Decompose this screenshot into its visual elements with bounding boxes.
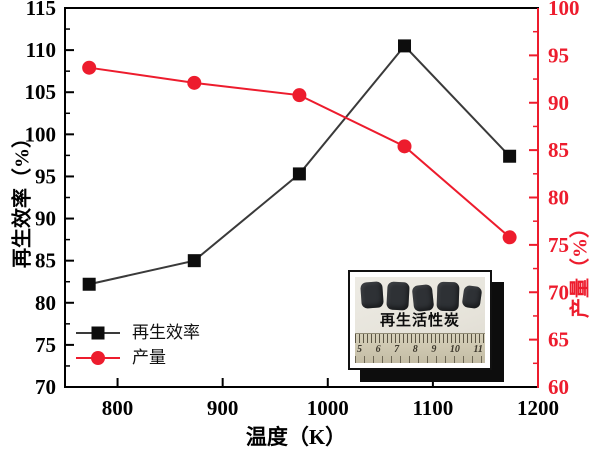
ruler-half-ticks (355, 356, 485, 363)
left-tick-label: 75 (35, 333, 56, 357)
right-tick-label: 100 (548, 0, 580, 20)
yield-point (187, 75, 202, 90)
legend-label: 产量 (132, 348, 166, 367)
legend: 再生效率 产量 (76, 320, 200, 370)
left-tick-label: 105 (25, 80, 57, 104)
right-tick-label: 70 (548, 280, 569, 304)
ruler-numbers: 5 6 7 8 9 10 11 (357, 343, 483, 355)
x-axis-title: 温度（K） (245, 425, 347, 449)
efficiency-point (292, 167, 306, 181)
inset-photo: 再生活性炭 5 6 7 8 9 10 11 (348, 270, 492, 370)
x-tick-label: 800 (102, 396, 134, 420)
right-tick-label: 95 (548, 43, 569, 67)
yield-point (502, 230, 517, 245)
ruler-number: 8 (412, 343, 418, 355)
legend-line-sample (76, 326, 120, 339)
efficiency-point (82, 277, 96, 291)
ruler-number: 5 (357, 343, 362, 355)
left-axis-title: 再生效率（%） (11, 128, 34, 268)
left-tick-label: 85 (35, 249, 56, 273)
right-tick-label: 85 (548, 138, 569, 162)
x-tick-label: 1000 (307, 396, 349, 420)
efficiency-point (503, 149, 517, 163)
carbon-pieces (360, 281, 483, 312)
left-tick-label: 95 (35, 164, 56, 188)
yield-point (397, 139, 412, 154)
left-tick-label: 100 (25, 122, 57, 146)
activated-carbon-photo: 再生活性炭 5 6 7 8 9 10 11 (355, 277, 485, 363)
right-tick-label: 60 (548, 375, 569, 399)
ruler: 5 6 7 8 9 10 11 (355, 333, 485, 363)
carbon-piece (436, 281, 460, 312)
ruler-ticks (355, 334, 485, 343)
ruler-number: 7 (394, 343, 400, 355)
left-tick-label: 70 (35, 375, 56, 399)
ruler-number: 9 (431, 343, 437, 355)
right-tick-label: 80 (548, 186, 569, 210)
right-tick-label: 65 (548, 328, 569, 352)
x-tick-label: 900 (207, 396, 239, 420)
legend-item-yield: 产量 (76, 345, 200, 370)
right-tick-label: 90 (548, 91, 569, 115)
left-tick-label: 110 (26, 38, 56, 62)
carbon-piece (386, 281, 410, 311)
yield-point (292, 88, 307, 103)
ruler-number: 6 (375, 343, 381, 355)
yield-point (82, 60, 97, 75)
ruler-number: 10 (449, 343, 460, 355)
left-tick-label: 90 (35, 207, 56, 231)
carbon-piece (411, 284, 435, 312)
circle-marker-icon (91, 350, 105, 365)
carbon-piece (360, 281, 384, 309)
right-tick-label: 75 (548, 233, 569, 257)
efficiency-point (187, 254, 201, 268)
right-axis-title: 产量（%） (569, 218, 592, 318)
ruler-number: 11 (473, 343, 483, 355)
efficiency-point (398, 39, 412, 53)
x-tick-label: 1100 (412, 396, 453, 420)
legend-label: 再生效率 (132, 323, 200, 342)
legend-line-sample (76, 350, 120, 365)
left-tick-label: 80 (35, 291, 56, 315)
x-tick-label: 1200 (517, 396, 559, 420)
legend-item-efficiency: 再生效率 (76, 320, 200, 345)
efficiency-line (88, 44, 511, 286)
left-tick-label: 115 (26, 0, 56, 20)
inset-label: 再生活性炭 (379, 313, 460, 329)
square-marker-icon (91, 326, 105, 339)
carbon-piece (461, 284, 483, 310)
